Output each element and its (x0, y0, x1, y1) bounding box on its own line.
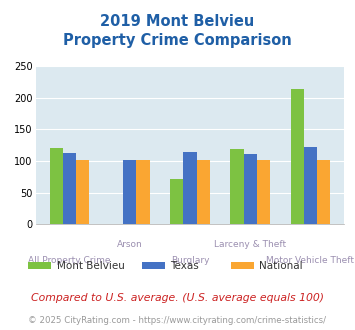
Text: Mont Belvieu: Mont Belvieu (57, 261, 125, 271)
Bar (170, 179, 183, 224)
Bar (50, 148, 63, 224)
Bar (197, 160, 210, 224)
Bar (244, 154, 257, 224)
Text: Burglary: Burglary (171, 256, 209, 265)
Text: 2019 Mont Belvieu: 2019 Mont Belvieu (100, 14, 255, 29)
Bar (136, 160, 149, 224)
Text: Compared to U.S. average. (U.S. average equals 100): Compared to U.S. average. (U.S. average … (31, 293, 324, 303)
Bar (63, 153, 76, 224)
Text: All Property Crime: All Property Crime (28, 256, 111, 265)
Text: © 2025 CityRating.com - https://www.cityrating.com/crime-statistics/: © 2025 CityRating.com - https://www.city… (28, 315, 327, 325)
Text: National: National (259, 261, 303, 271)
Bar (317, 160, 330, 224)
Text: Arson: Arson (117, 240, 143, 249)
Text: Larceny & Theft: Larceny & Theft (214, 240, 286, 249)
Bar (76, 160, 89, 224)
Bar (257, 160, 270, 224)
Bar (123, 160, 136, 224)
Bar (183, 151, 197, 224)
Text: Motor Vehicle Theft: Motor Vehicle Theft (267, 256, 354, 265)
Text: Texas: Texas (170, 261, 199, 271)
Bar (230, 149, 244, 224)
Bar (290, 89, 304, 224)
Text: Property Crime Comparison: Property Crime Comparison (63, 33, 292, 48)
Bar (304, 147, 317, 224)
